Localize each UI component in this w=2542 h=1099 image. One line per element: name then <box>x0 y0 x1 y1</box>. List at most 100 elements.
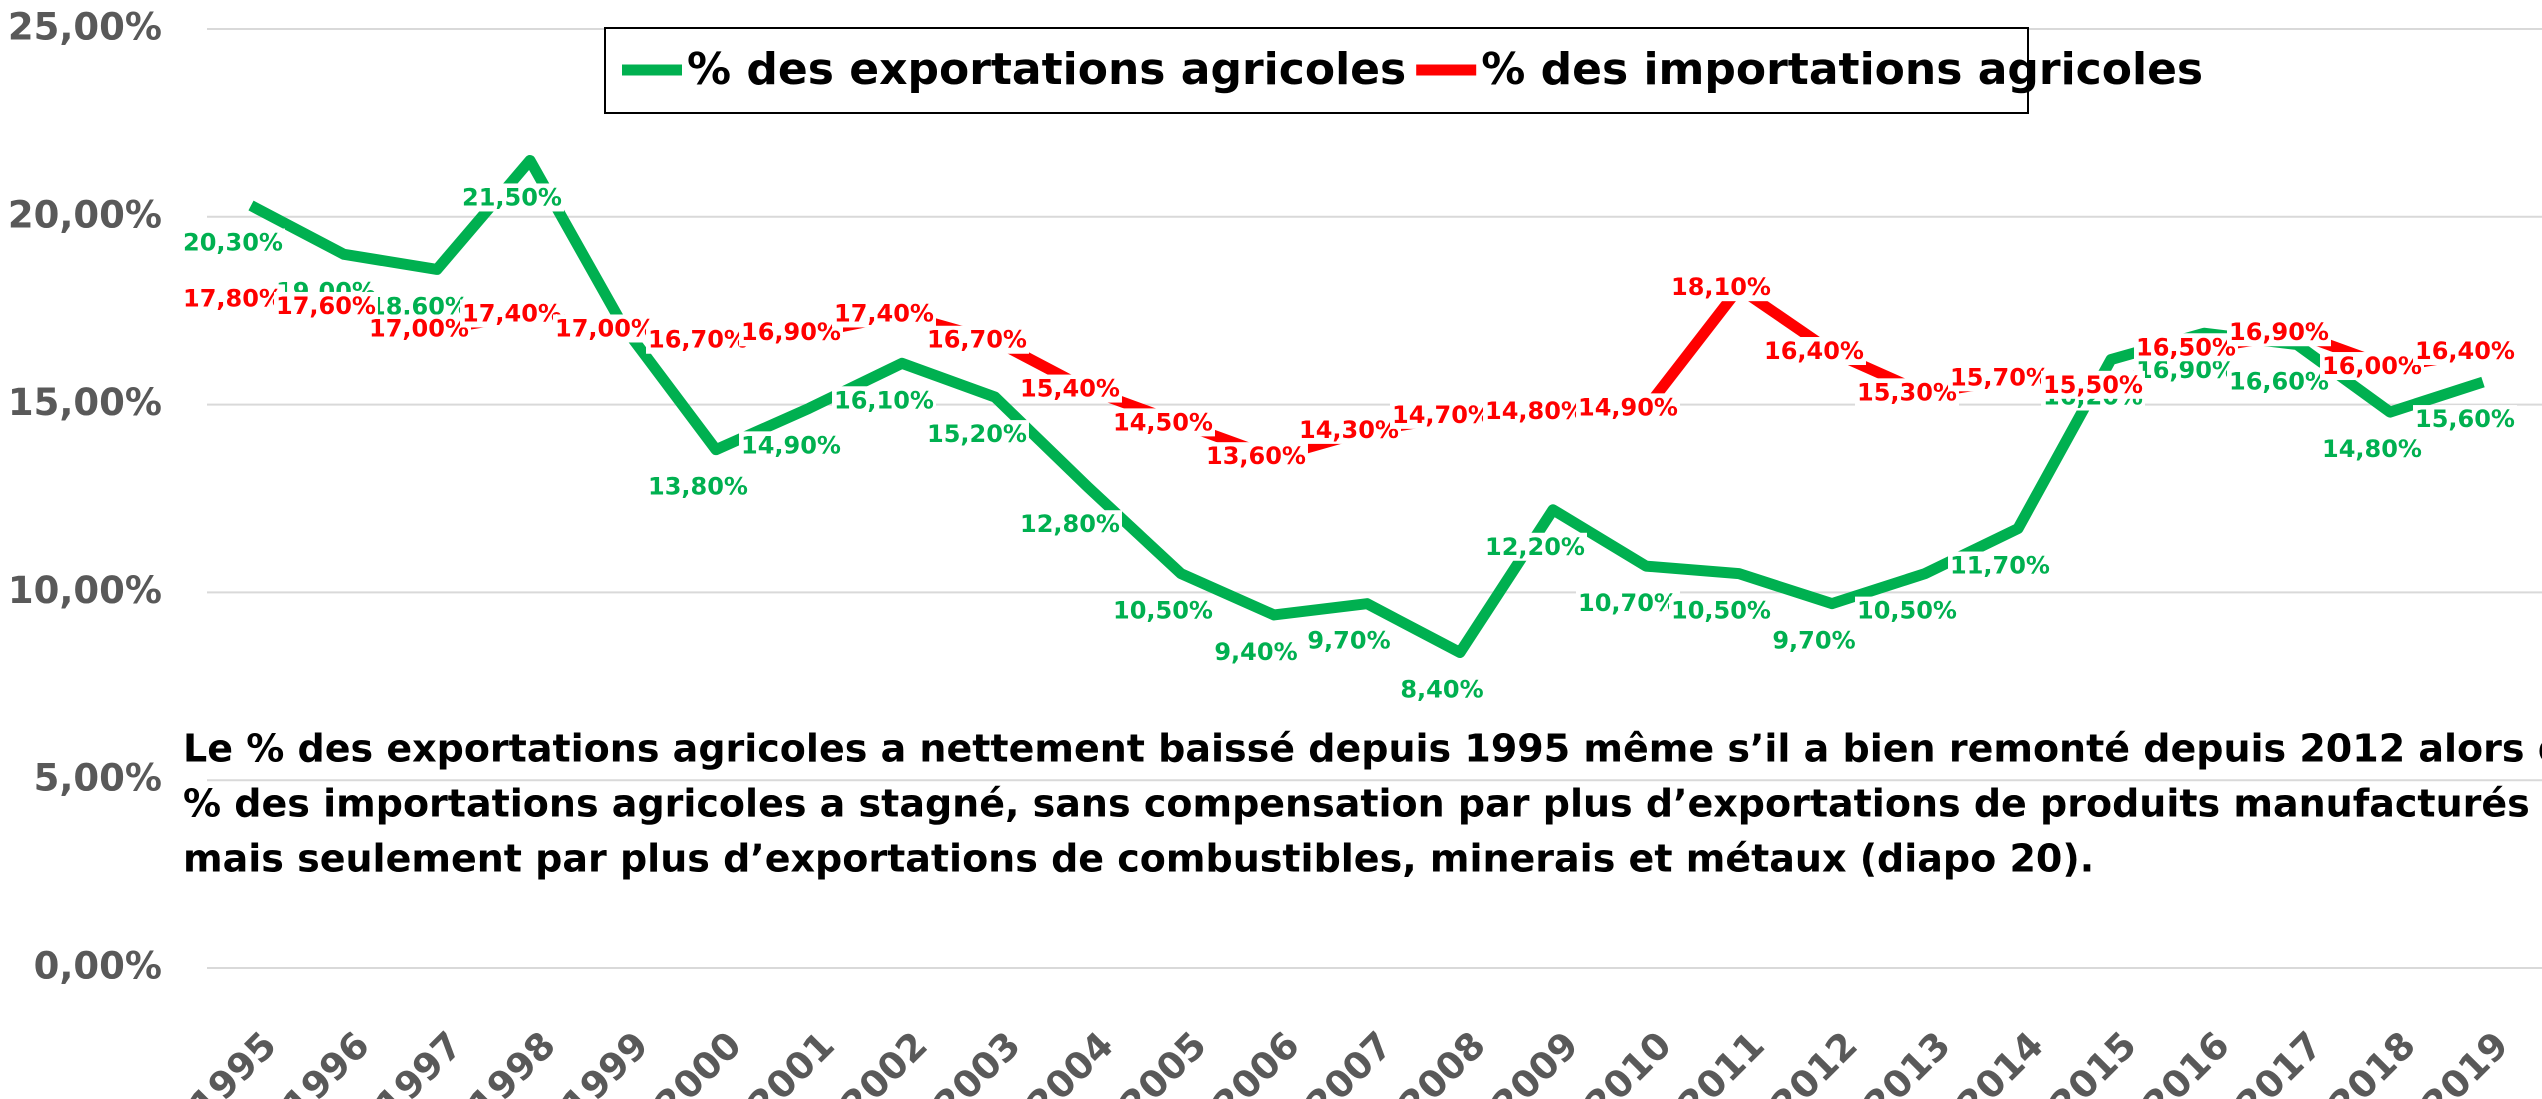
data-label-bg <box>553 314 657 343</box>
x-tick-label: 2009 <box>1484 1023 1587 1099</box>
data-label: 14,70% <box>1392 401 1492 429</box>
y-tick-label: 0,00% <box>34 945 162 988</box>
data-label: 16,70% <box>648 326 748 354</box>
data-label-group: 12,20% <box>1483 532 1587 561</box>
data-label-bg <box>2134 333 2238 362</box>
data-label-bg <box>2413 337 2517 366</box>
data-label-bg <box>925 420 1029 449</box>
data-label-bg <box>1576 589 1680 618</box>
data-label: 16,70% <box>927 326 1027 354</box>
x-tick-label: 2004 <box>1019 1023 1122 1099</box>
data-label-bg <box>1762 337 1866 366</box>
data-label: 16,40% <box>1764 337 1864 365</box>
series-line <box>248 154 2485 658</box>
data-label-bg <box>2041 370 2145 399</box>
data-label-bg <box>739 431 843 460</box>
data-label-group: 20,30% <box>181 228 285 257</box>
data-label: 16,40% <box>2415 337 2515 365</box>
data-label: 14,50% <box>1113 408 1213 436</box>
data-label-bg <box>1669 596 1773 625</box>
data-label: 15,20% <box>927 420 1027 448</box>
data-label-bg <box>2413 405 2517 434</box>
data-label-group: 14,90% <box>1576 393 1680 422</box>
data-label-group: 14,80% <box>2320 435 2424 464</box>
data-label: 16,90% <box>2229 318 2329 346</box>
data-label: 14,80% <box>2322 435 2422 463</box>
data-label-group: 17,80% <box>181 284 285 313</box>
data-label-bg <box>1018 374 1122 403</box>
data-label-bg <box>646 472 750 501</box>
data-label-group: 9,70% <box>1305 626 1393 655</box>
y-tick-label: 5,00% <box>34 757 162 800</box>
data-label-bg <box>1212 637 1300 666</box>
data-label: 10,50% <box>1671 597 1771 625</box>
x-tick-label: 2007 <box>1298 1023 1401 1099</box>
x-tick-label: 2018 <box>2321 1023 2424 1099</box>
x-tick-label: 1999 <box>554 1023 657 1099</box>
data-label: 14,30% <box>1299 416 1399 444</box>
x-tick-label: 2012 <box>1763 1023 1866 1099</box>
x-tick-label: 2014 <box>1949 1023 2052 1099</box>
data-label-bg <box>2320 435 2424 464</box>
x-tick-label: 1995 <box>182 1023 285 1099</box>
data-label-group: 21,50% <box>460 183 564 212</box>
data-label: 17,00% <box>555 314 655 342</box>
x-tick-label: 2000 <box>647 1023 750 1099</box>
data-label-bg <box>274 291 378 320</box>
data-label-group: 9,70% <box>1770 626 1858 655</box>
data-label: 10,50% <box>1857 597 1957 625</box>
data-label-group: 14,90% <box>739 431 843 460</box>
data-label: 17,40% <box>834 299 934 327</box>
data-label: 16,50% <box>2136 333 2236 361</box>
annotation: Le % des exportations agricoles a nettem… <box>183 727 2542 771</box>
data-label-group: 12,80% <box>1018 510 1122 539</box>
data-label-group: 14,50% <box>1111 408 1215 437</box>
data-label: 9,40% <box>1214 638 1297 666</box>
x-tick-label: 2006 <box>1205 1023 1308 1099</box>
data-label-group: 16,60% <box>2227 367 2331 396</box>
data-label-bg <box>2227 318 2331 347</box>
data-label: 9,70% <box>1307 627 1390 655</box>
x-tick-label: 2015 <box>2042 1023 2145 1099</box>
data-label-bg <box>1770 626 1858 655</box>
data-label: 16,90% <box>741 318 841 346</box>
x-tick-label: 2016 <box>2135 1023 2238 1099</box>
data-label-bg <box>2227 367 2331 396</box>
data-label: 17,80% <box>183 284 283 312</box>
data-label-bg <box>832 386 936 415</box>
data-label: 13,80% <box>648 473 748 501</box>
x-tick-label: 2001 <box>740 1023 843 1099</box>
data-label: 17,00% <box>369 314 469 342</box>
data-label: 13,60% <box>1206 442 1306 470</box>
data-label-bg <box>2320 352 2424 381</box>
data-label: 8,40% <box>1400 675 1483 703</box>
data-label-bg <box>1483 532 1587 561</box>
data-label: 10,50% <box>1113 597 1213 625</box>
data-label-bg <box>925 325 1029 354</box>
data-label-group: 16,00% <box>2320 352 2424 381</box>
y-tick-label: 15,00% <box>8 381 162 424</box>
data-label: 12,80% <box>1020 510 1120 538</box>
data-label-group: 18,10% <box>1669 273 1773 302</box>
data-label: 18,10% <box>1671 273 1771 301</box>
y-tick-label: 20,00% <box>8 193 162 236</box>
data-label: 11,70% <box>1950 552 2050 580</box>
data-label-group: 10,50% <box>1111 596 1215 625</box>
data-label-group: 13,60% <box>1204 442 1308 471</box>
data-label: 20,30% <box>183 229 283 257</box>
x-tick-label: 2017 <box>2228 1023 2331 1099</box>
x-tick-label: 2002 <box>833 1023 936 1099</box>
y-tick-label: 10,00% <box>8 569 162 612</box>
data-label-group: 8,40% <box>1398 675 1486 704</box>
data-label-bg <box>1111 596 1215 625</box>
data-label-group: 15,20% <box>925 420 1029 449</box>
annotation: mais seulement par plus d’exportations d… <box>183 837 2094 881</box>
data-label-group: 17,40% <box>832 299 936 328</box>
data-label-bg <box>1390 400 1494 429</box>
x-tick-label: 2003 <box>926 1023 1029 1099</box>
data-label-group: 16,70% <box>925 325 1029 354</box>
legend-box <box>604 27 2029 114</box>
data-label-group: 10,50% <box>1669 596 1773 625</box>
data-label: 15,40% <box>1020 375 1120 403</box>
data-label-bg <box>367 314 471 343</box>
